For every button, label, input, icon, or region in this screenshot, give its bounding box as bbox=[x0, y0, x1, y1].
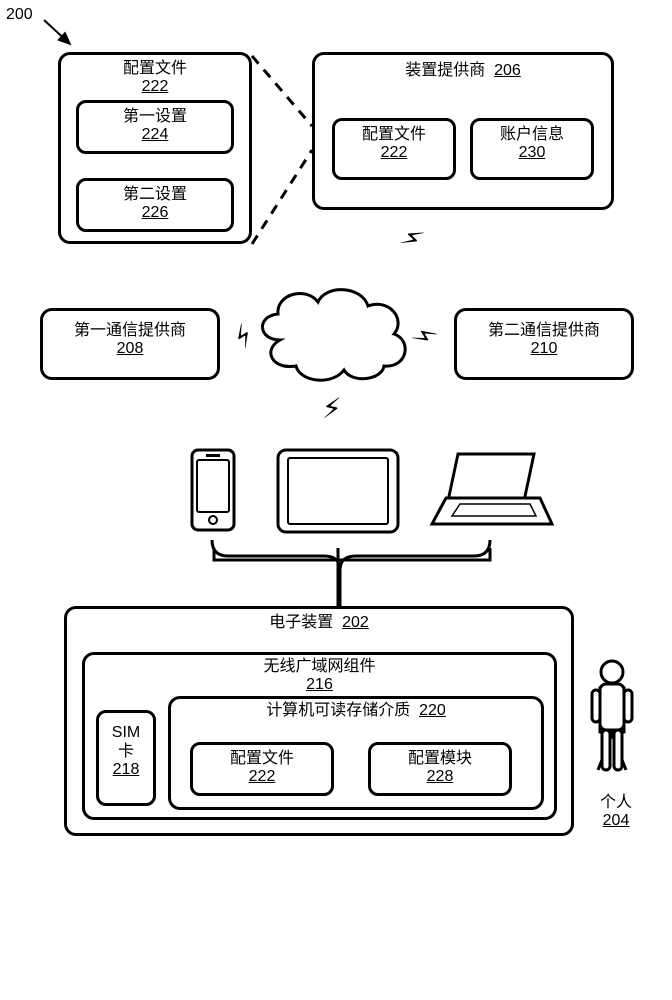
profile-num: 222 bbox=[142, 78, 169, 95]
second-setting-box: 第二设置 226 bbox=[76, 178, 234, 232]
cloud-label: 网络 212 bbox=[304, 314, 367, 335]
lightning-icon: ⚡︎ bbox=[322, 392, 342, 425]
figure-ref-num: 200 bbox=[6, 6, 33, 24]
first-comm-provider-box: 第一通信提供商 208 bbox=[40, 308, 220, 380]
provider-num: 206 bbox=[494, 62, 521, 79]
wwan-box: WWAN 214 bbox=[294, 340, 384, 366]
provider-profile-box: 配置文件 222 bbox=[332, 118, 456, 180]
system-diagram: 200 配置文件 222 第一设置 224 第二设置 226 装置提供商 206… bbox=[0, 0, 672, 1000]
second-comm-provider-box: 第二通信提供商 210 bbox=[454, 308, 634, 380]
storage-profile-box: 配置文件 222 bbox=[190, 742, 334, 796]
person-label: 个人 204 bbox=[600, 788, 632, 830]
config-module-box: 配置模块 228 bbox=[368, 742, 512, 796]
provider-title: 装置提供商 bbox=[405, 62, 485, 79]
account-info-box: 账户信息 230 bbox=[470, 118, 594, 180]
lightning-icon: ⚡︎ bbox=[225, 318, 262, 355]
lightning-icon: ⚡︎ bbox=[405, 318, 442, 355]
first-setting-box: 第一设置 224 bbox=[76, 100, 234, 154]
lightning-icon: ⚡︎ bbox=[395, 219, 429, 257]
sim-card-box: SIM 卡 218 bbox=[96, 710, 156, 806]
profile-title: 配置文件 bbox=[123, 60, 187, 77]
